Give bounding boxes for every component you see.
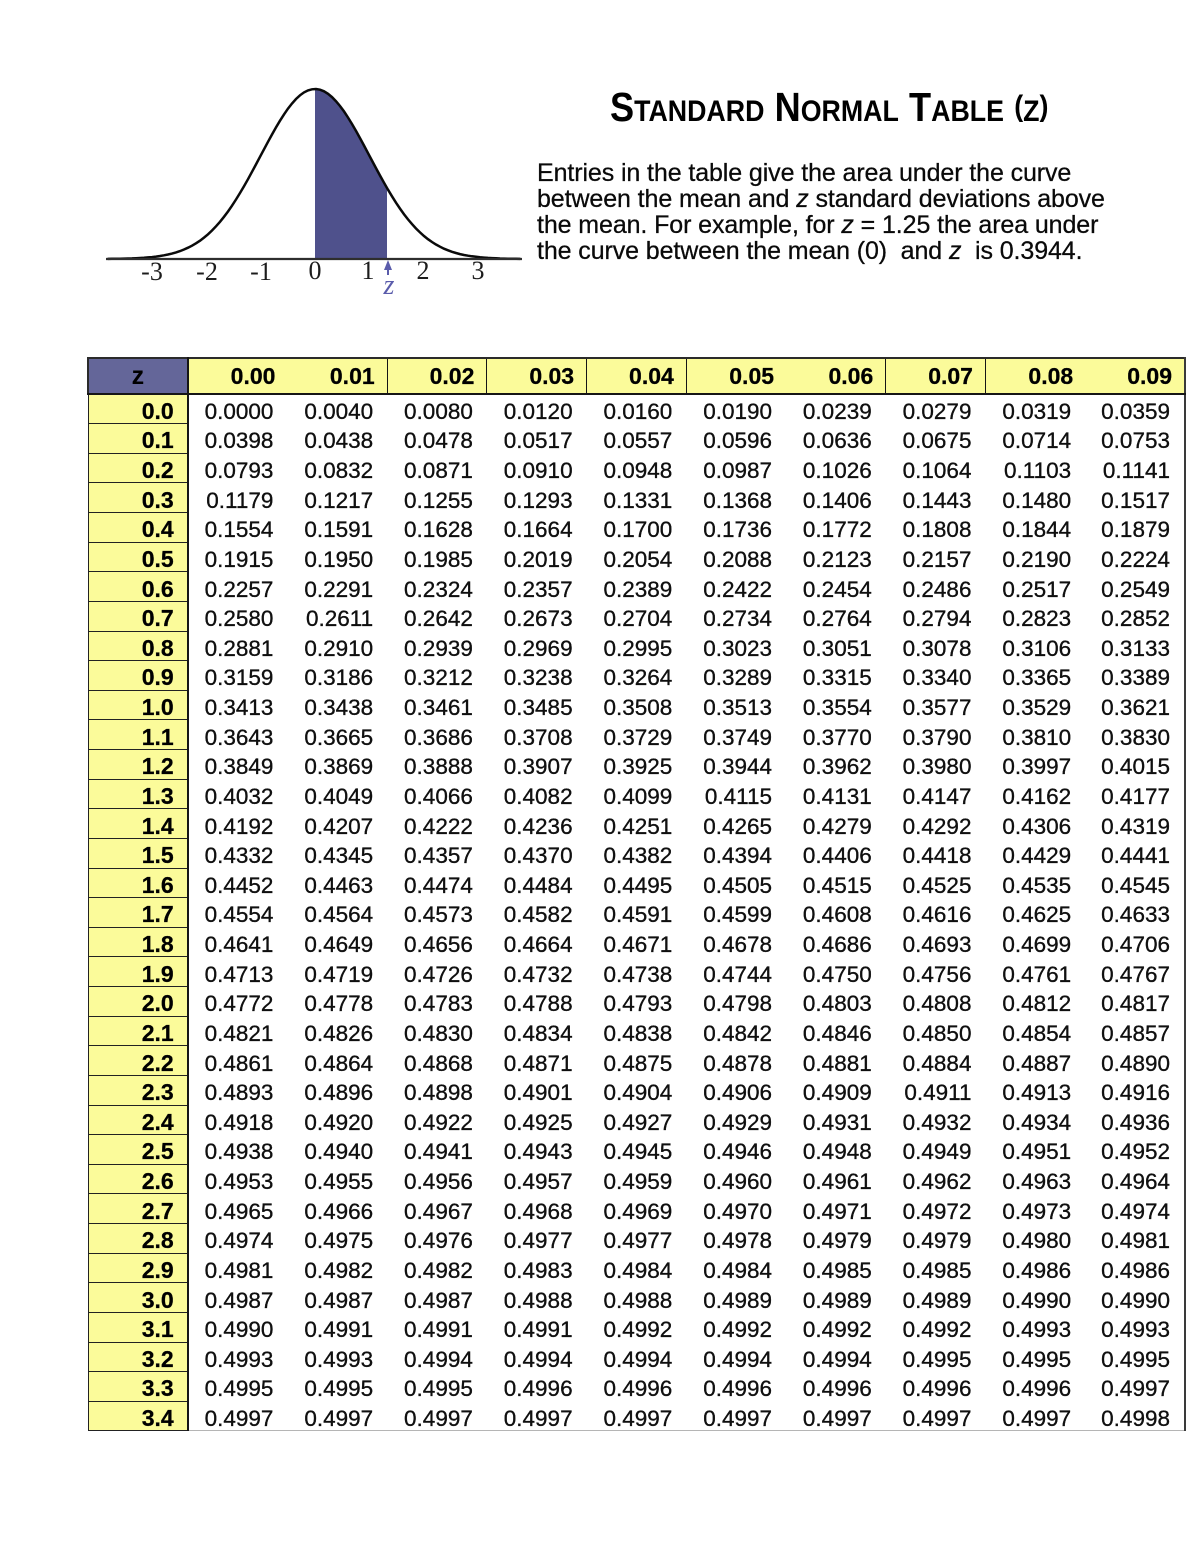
svg-text:-3: -3 — [141, 257, 163, 286]
svg-text:2: 2 — [417, 256, 430, 285]
svg-text:0: 0 — [309, 256, 322, 285]
svg-text:1: 1 — [362, 256, 375, 285]
svg-text:z: z — [383, 270, 395, 301]
svg-text:-1: -1 — [250, 257, 272, 286]
svg-text:3: 3 — [472, 256, 485, 285]
svg-text:-2: -2 — [196, 257, 218, 286]
